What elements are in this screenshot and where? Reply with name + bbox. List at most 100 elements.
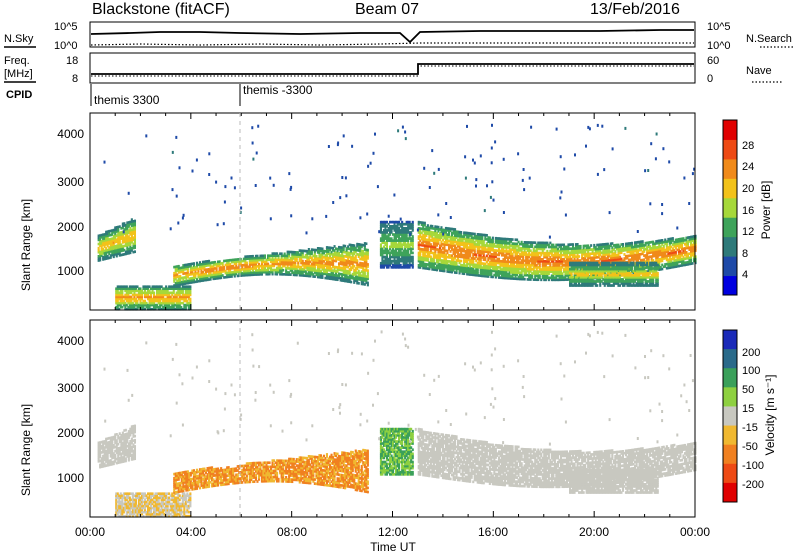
data-cell: [204, 268, 208, 272]
data-cell: [366, 271, 369, 275]
data-cell: [357, 277, 360, 281]
data-cell: [497, 237, 501, 240]
data-cell: [594, 260, 597, 263]
data-cell: [544, 276, 547, 280]
data-cell: [417, 227, 420, 230]
data-cell: [496, 272, 499, 275]
data-cell: [623, 259, 626, 262]
data-cell: [399, 251, 402, 255]
data-cell: [513, 256, 516, 260]
data-cell: [487, 248, 490, 252]
data-cell: [632, 253, 635, 257]
data-cell: [382, 231, 386, 234]
data-cell: [404, 237, 407, 240]
data-cell: [182, 264, 185, 267]
data-cell: [173, 284, 176, 287]
data-cell: [165, 303, 168, 307]
data-cell: [573, 273, 576, 277]
data-cell: [126, 250, 129, 253]
data-cell: [130, 297, 133, 301]
data-cell: [402, 263, 405, 267]
data-cell: [525, 261, 528, 265]
data-cell: [209, 267, 212, 271]
data-cell: [215, 266, 218, 270]
data-cell: [435, 260, 439, 264]
data-cell: [434, 245, 437, 249]
data-cell: [127, 229, 130, 232]
data-cell: [473, 240, 476, 244]
data-cell: [632, 251, 635, 255]
data-cell: [333, 255, 336, 259]
data-cell: [348, 280, 351, 284]
data-cell: [312, 260, 315, 264]
data-cell: [535, 255, 538, 259]
data-cell: [506, 276, 510, 280]
data-cell: [497, 265, 501, 269]
data-cell: [209, 273, 212, 277]
data-cell: [503, 239, 507, 243]
data-cell: [576, 253, 579, 256]
data-cell: [444, 235, 448, 238]
data-cell: [286, 273, 289, 276]
data-cell: [422, 258, 425, 262]
data-cell: [451, 268, 454, 272]
data-cell: [658, 247, 661, 251]
data-cell: [356, 248, 359, 252]
data-cell: [143, 287, 147, 291]
data-cell: [106, 257, 109, 260]
data-cell: [510, 275, 513, 278]
data-cell: [482, 272, 485, 276]
data-cell: [132, 242, 135, 246]
data-cell: [565, 274, 569, 277]
data-cell: [310, 248, 313, 251]
data-cell: [106, 254, 109, 258]
data-cell: [390, 239, 393, 242]
data-cell: [626, 250, 629, 254]
data-cell: [484, 272, 487, 276]
data-cell: [441, 255, 445, 258]
data-cell: [357, 243, 360, 246]
data-cell: [357, 282, 360, 285]
data-cell: [291, 259, 294, 262]
data-cell: [534, 261, 537, 265]
data-cell: [319, 255, 323, 259]
data-cell: [652, 254, 655, 258]
data-cell: [541, 272, 544, 275]
data-cell: [265, 270, 268, 274]
data-cell: [309, 274, 312, 278]
data-cell: [333, 253, 336, 257]
data-cell: [186, 289, 189, 293]
data-cell: [263, 264, 267, 268]
data-cell: [133, 227, 137, 231]
data-cell: [175, 297, 178, 301]
data-cell: [292, 253, 295, 256]
data-cell: [497, 241, 501, 244]
data-cell: [105, 240, 108, 244]
data-cell: [260, 266, 264, 270]
data-cell: [444, 259, 448, 263]
data-cell: [183, 282, 186, 285]
data-cell: [590, 244, 593, 247]
data-cell: [570, 243, 573, 246]
data-cell: [300, 261, 303, 265]
data-cell: [112, 251, 115, 255]
data-cell: [569, 257, 572, 261]
data-cell: [549, 270, 552, 273]
data-cell: [405, 257, 408, 261]
data-cell: [550, 274, 553, 278]
data-cell: [516, 257, 519, 260]
data-cell: [127, 305, 130, 309]
data-cell: [609, 244, 612, 248]
data-cell: [541, 241, 544, 245]
data-cell: [449, 235, 452, 239]
data-cell: [153, 307, 156, 311]
data-cell: [381, 257, 384, 261]
data-cell: [419, 221, 422, 224]
data-cell: [494, 255, 497, 259]
data-cell: [496, 239, 499, 242]
data-cell: [279, 268, 282, 272]
data-cell: [215, 268, 218, 272]
data-cell: [393, 233, 396, 236]
data-cell: [329, 267, 332, 270]
data-cell: [467, 266, 470, 270]
